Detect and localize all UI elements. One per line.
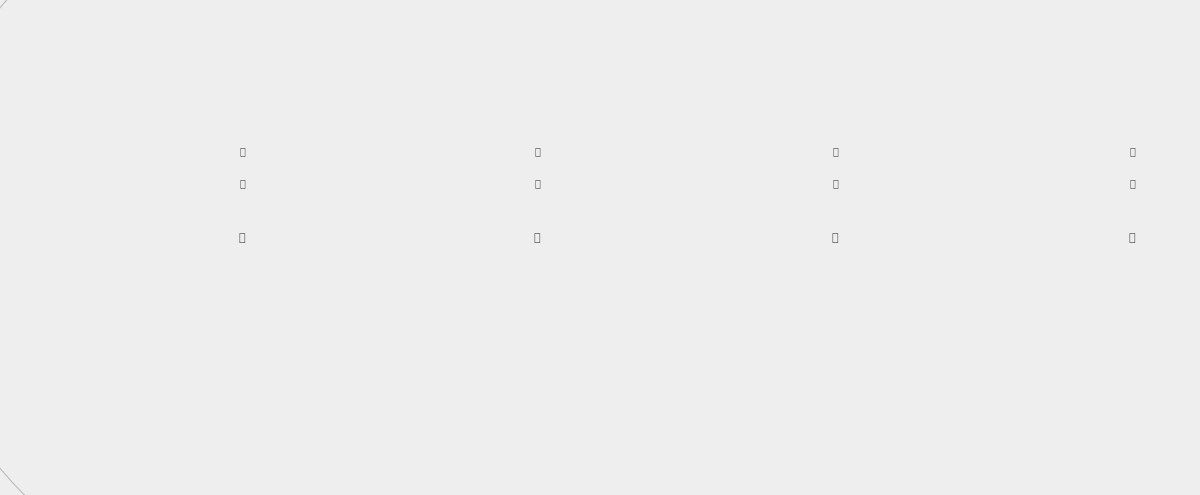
Text: Sketch several periods of its graph. Choose the correct graph below.: Sketch several periods of its graph. Cho… — [14, 113, 517, 128]
Circle shape — [1063, 163, 1069, 165]
Text: f(t) =: f(t) = — [30, 45, 71, 60]
Circle shape — [678, 163, 685, 165]
Text: 🔍: 🔍 — [1129, 178, 1135, 188]
Text: (Type a series using n as the index variable and 1 as the starting index. Type a: (Type a series using n as the index vari… — [14, 345, 1200, 358]
Circle shape — [900, 130, 910, 134]
Circle shape — [526, 179, 548, 188]
Text: D.: D. — [917, 127, 934, 142]
Circle shape — [526, 147, 548, 155]
Text: 🔍: 🔍 — [832, 178, 838, 188]
Circle shape — [1019, 194, 1026, 197]
Text: 2π: 2π — [467, 202, 476, 211]
Text: -2π: -2π — [378, 202, 390, 211]
Text: ⧉: ⧉ — [239, 233, 245, 243]
Circle shape — [425, 194, 431, 197]
Text: 6: 6 — [418, 129, 422, 138]
Text: Find its Fourier series.: Find its Fourier series. — [14, 302, 176, 317]
Circle shape — [305, 130, 316, 134]
Text: -2π: -2π — [83, 202, 95, 211]
Text: 2π: 2π — [172, 202, 181, 211]
Text: 6: 6 — [1013, 129, 1018, 138]
Circle shape — [217, 194, 223, 197]
Circle shape — [824, 179, 846, 188]
Text: ✓: ✓ — [14, 127, 28, 142]
Circle shape — [976, 194, 982, 197]
Text: 🔍: 🔍 — [534, 178, 540, 188]
Circle shape — [337, 194, 343, 197]
Text: 2π: 2π — [1062, 202, 1070, 211]
Circle shape — [173, 194, 180, 197]
Circle shape — [1121, 179, 1142, 188]
Circle shape — [380, 163, 386, 165]
Text: •••: ••• — [593, 96, 607, 104]
Text: 🔍: 🔍 — [239, 178, 245, 188]
Text: ⧉: ⧉ — [832, 233, 839, 243]
Text: argument of each function.): argument of each function.) — [14, 361, 191, 374]
Text: f(t): f(t) — [126, 116, 139, 125]
Text: t: t — [228, 191, 232, 200]
Text: f(t): f(t) — [421, 116, 434, 125]
Text: ⧉: ⧉ — [1129, 233, 1135, 243]
Circle shape — [976, 163, 982, 165]
Text: 🔍: 🔍 — [534, 146, 540, 156]
Text: 3   0 < t ≤ π: 3 0 < t ≤ π — [118, 67, 212, 82]
Circle shape — [766, 194, 773, 197]
Text: 🔍: 🔍 — [239, 146, 245, 156]
Text: 0   −π < t ≤ 0;: 0 −π < t ≤ 0; — [118, 45, 230, 60]
Circle shape — [635, 163, 641, 165]
Circle shape — [931, 194, 938, 197]
Text: 2π: 2π — [764, 202, 774, 211]
Ellipse shape — [572, 93, 628, 107]
Circle shape — [722, 163, 728, 165]
Bar — [340, 133, 515, 258]
Text: t: t — [1118, 191, 1122, 200]
Circle shape — [1019, 163, 1026, 165]
Circle shape — [1063, 194, 1069, 197]
Text: 🔍: 🔍 — [1129, 146, 1135, 156]
Circle shape — [678, 194, 685, 197]
Circle shape — [1121, 147, 1142, 155]
Circle shape — [85, 194, 92, 197]
Circle shape — [85, 163, 92, 165]
Circle shape — [512, 163, 518, 165]
Circle shape — [468, 163, 474, 165]
Circle shape — [824, 147, 846, 155]
Text: {: { — [100, 41, 128, 84]
Circle shape — [130, 194, 136, 197]
Text: B.: B. — [322, 127, 337, 142]
Text: -2π: -2π — [676, 202, 688, 211]
Circle shape — [722, 194, 728, 197]
Circle shape — [173, 163, 180, 165]
Circle shape — [42, 163, 48, 165]
Circle shape — [468, 194, 474, 197]
Circle shape — [130, 163, 136, 165]
Bar — [638, 133, 814, 258]
Circle shape — [425, 163, 431, 165]
Circle shape — [380, 194, 386, 197]
Bar — [46, 133, 220, 258]
Text: t: t — [523, 191, 527, 200]
Text: f(t): f(t) — [719, 116, 732, 125]
Circle shape — [1106, 163, 1114, 165]
Text: 🔍: 🔍 — [832, 146, 838, 156]
Text: C.: C. — [622, 127, 637, 142]
Circle shape — [810, 194, 816, 197]
Text: f(t): f(t) — [1016, 116, 1028, 125]
Bar — [935, 133, 1110, 258]
Circle shape — [230, 147, 253, 155]
Text: 6: 6 — [122, 129, 127, 138]
Text: ⧉: ⧉ — [534, 233, 540, 243]
Text: t: t — [821, 191, 824, 200]
Text: A.: A. — [28, 127, 42, 142]
Text: -2π: -2π — [973, 202, 985, 211]
FancyBboxPatch shape — [0, 70, 700, 495]
Circle shape — [766, 163, 773, 165]
Text: The values of a period 2π function f(t) in one full period are given. Sketch sev: The values of a period 2π function f(t) … — [14, 5, 955, 20]
Circle shape — [230, 179, 253, 188]
Text: 6: 6 — [715, 129, 720, 138]
Circle shape — [605, 130, 616, 134]
